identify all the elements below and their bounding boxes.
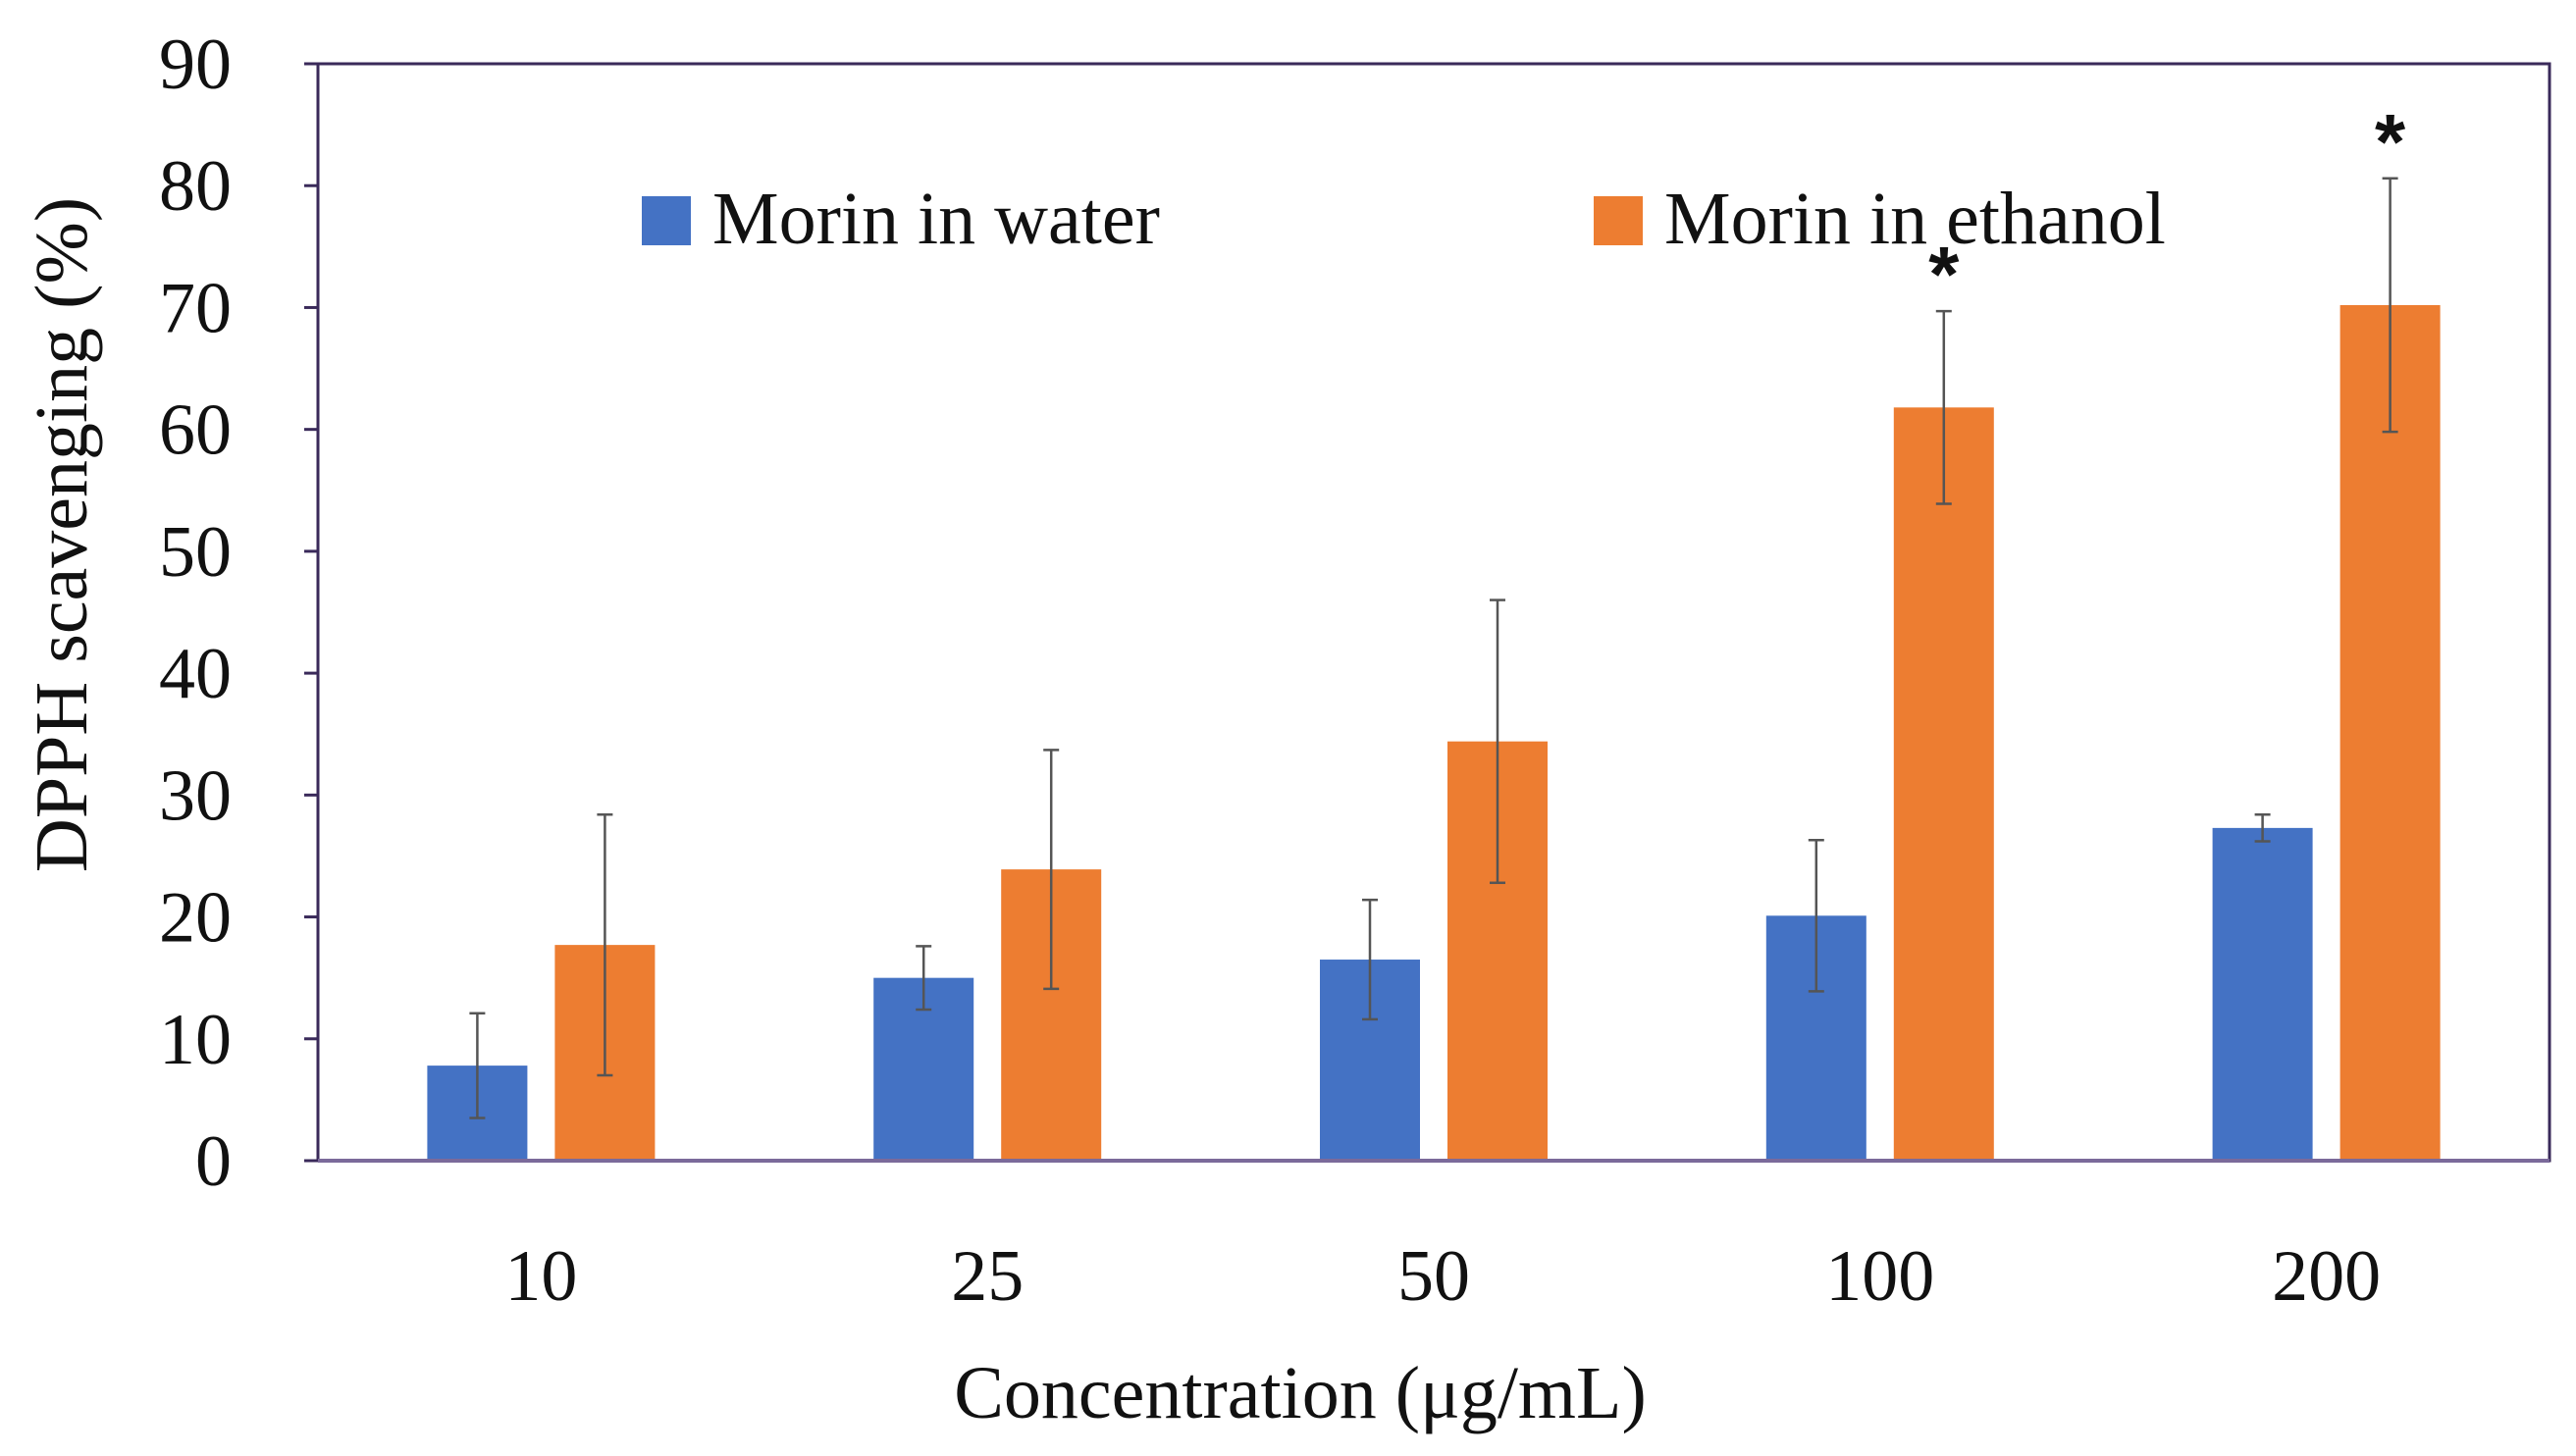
y-tick-label: 20 bbox=[159, 878, 232, 959]
legend: Morin in water Morin in ethanol bbox=[642, 178, 2166, 260]
y-tick-label: 80 bbox=[159, 146, 232, 227]
x-tick-label-100: 100 bbox=[1825, 1236, 1934, 1317]
bar-ethanol-200 bbox=[2339, 304, 2441, 1162]
y-tick-label: 90 bbox=[159, 25, 232, 105]
x-tick-label-25: 25 bbox=[951, 1236, 1024, 1317]
x-axis: 10 25 50 100 200 bbox=[504, 1236, 2381, 1317]
significance-markers: ** bbox=[1928, 98, 2406, 318]
y-axis-title: DPPH scavenging (%) bbox=[21, 197, 103, 872]
y-axis: 0 10 20 30 40 50 60 70 80 90 bbox=[159, 25, 318, 1202]
y-tick-label: 0 bbox=[195, 1121, 232, 1202]
x-tick-label-50: 50 bbox=[1397, 1236, 1470, 1317]
x-axis-title: Concentration (μg/mL) bbox=[954, 1352, 1647, 1434]
y-tick-label: 70 bbox=[159, 268, 232, 348]
bars-group bbox=[427, 304, 2441, 1162]
error-bars-group bbox=[469, 177, 2398, 1119]
significance-star: * bbox=[1928, 231, 1960, 318]
y-tick-label: 40 bbox=[159, 634, 232, 714]
legend-swatch-water bbox=[642, 196, 691, 245]
y-tick-label: 30 bbox=[159, 755, 232, 836]
y-tick-label: 10 bbox=[159, 1000, 232, 1080]
legend-label-ethanol: Morin in ethanol bbox=[1664, 178, 2166, 260]
legend-label-water: Morin in water bbox=[712, 178, 1160, 260]
significance-star: * bbox=[2375, 98, 2406, 185]
x-tick-label-200: 200 bbox=[2272, 1236, 2381, 1317]
y-tick-label: 60 bbox=[159, 390, 232, 471]
x-tick-label-10: 10 bbox=[504, 1236, 577, 1317]
bar-water-200 bbox=[2212, 827, 2313, 1161]
y-tick-label: 50 bbox=[159, 512, 232, 593]
legend-swatch-ethanol bbox=[1594, 196, 1643, 245]
bar-ethanol-100 bbox=[1893, 407, 1994, 1162]
